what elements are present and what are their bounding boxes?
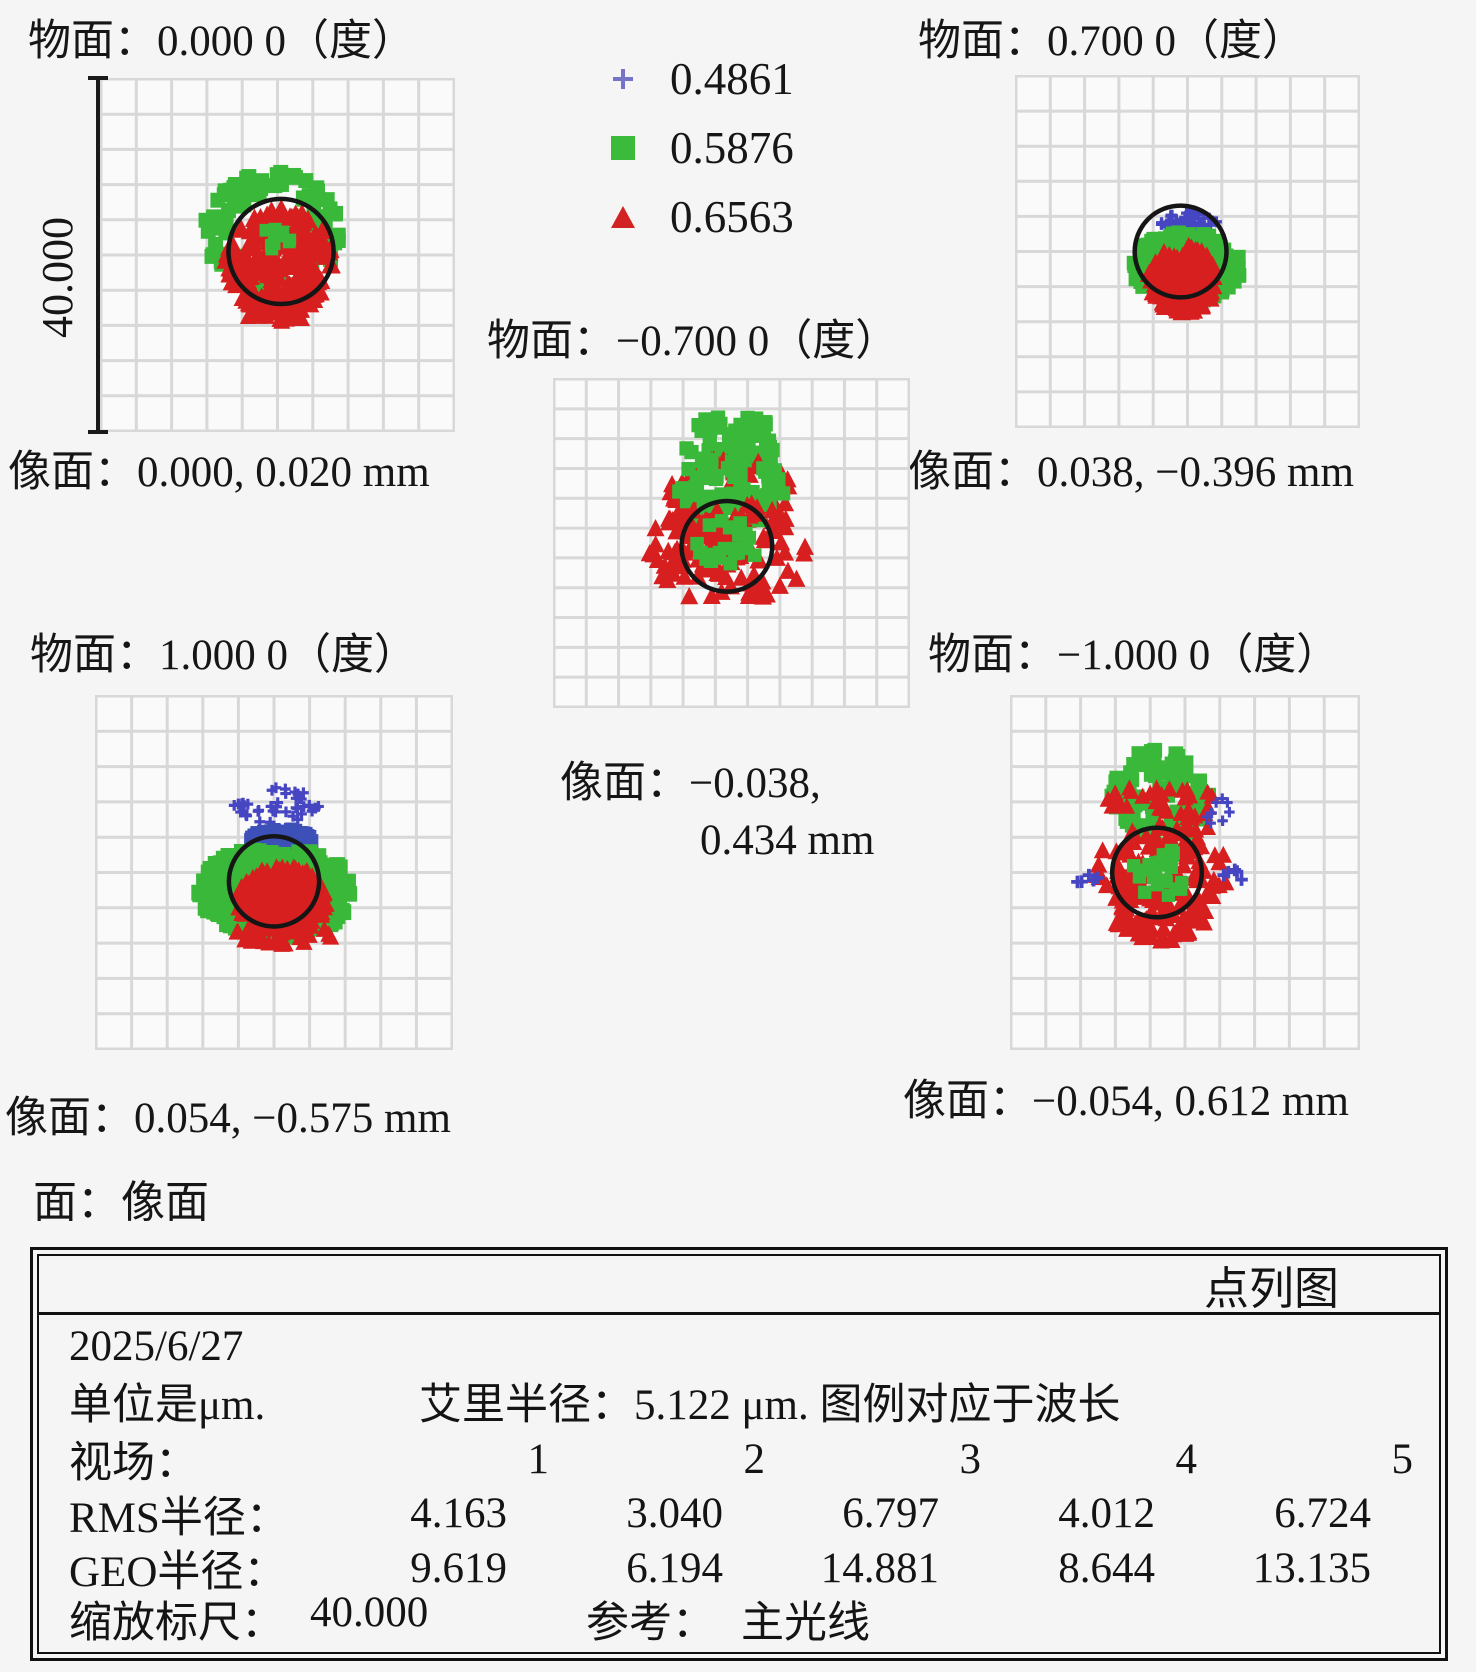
object-angle-label-field2: 物面：0.700 0（度） [918,18,1305,65]
field-number: 5 [1391,1435,1414,1483]
date-row: 2025/6/27 [69,1319,1431,1373]
surface-label: 面：像面 [33,1178,209,1227]
field-number: 4 [1175,1435,1198,1483]
spot-plot-field3 [553,378,910,708]
date-value: 2025/6/27 [69,1322,244,1370]
spot-plot-field1 [100,78,455,432]
legend-wavelength-value: 0.4861 [670,53,794,104]
spot-grid-field5 [1010,695,1360,1050]
wavelength-triangle-icon [608,204,638,230]
spot-plot-field5 [1010,695,1360,1050]
units-row: 单位是μm. 艾里半径：5.122 μm. 图例对应于波长 [69,1374,1431,1429]
fields-row: 视场： 1 2 3 4 5 [69,1428,1431,1488]
geo-value: 6.194 [626,1544,723,1592]
airy-radius-label: 艾里半径：5.122 μm. 图例对应于波长 [419,1381,1121,1429]
summary-table-inner: 点列图 2025/6/27 单位是μm. 艾里半径：5.122 μm. 图例对应… [37,1254,1441,1654]
legend-wavelength-value: 0.5876 [670,122,794,173]
image-coord-label-field4: 像面：0.054, −0.575 mm [5,1095,451,1142]
summary-table: 点列图 2025/6/27 单位是μm. 艾里半径：5.122 μm. 图例对应… [30,1247,1448,1661]
image-coord-label-field1: 像面：0.000, 0.020 mm [8,449,430,496]
scale-bar-label: 40.000 [33,217,82,338]
object-angle-label-field3: 物面：−0.700 0（度） [487,318,899,365]
rms-row: RMS半径： 4.163 3.040 6.797 4.012 6.724 [69,1483,1431,1542]
rms-row-label: RMS半径： [69,1494,289,1542]
geo-value: 9.619 [410,1544,507,1592]
object-angle-label-field5: 物面：−1.000 0（度） [928,632,1340,679]
field-row-label: 视场： [69,1440,198,1488]
rms-value: 3.040 [626,1490,723,1538]
geo-row: GEO半径： 9.619 6.194 14.881 8.644 13.135 [69,1537,1431,1597]
scale-group: 缩放标尺： 40.000 [69,1588,586,1650]
units-label: 单位是μm. [69,1381,266,1429]
image-coord-label-field3-line2: 0.434 mm [700,817,875,864]
rms-value: 6.724 [1274,1490,1371,1538]
wavelength-square-icon [608,135,638,161]
reference-label: 参考： [586,1599,715,1647]
spacer [284,1588,310,1650]
geo-value: 8.644 [1058,1544,1155,1592]
image-coord-label-field2: 像面：0.038, −0.396 mm [908,449,1354,496]
spot-grid-field4 [95,695,453,1050]
geo-value: 14.881 [820,1544,939,1592]
scale-bar-line [96,76,100,434]
legend-item: 0.6563 [608,182,794,251]
geo-value: 13.135 [1252,1544,1371,1592]
wavelength-cross-icon [608,67,638,91]
scale-bar [88,76,108,434]
image-coord-label-field3-line1: 像面：−0.038, [560,760,821,807]
reference-value: 主光线 [741,1599,870,1647]
scale-value: 40.000 [310,1588,429,1636]
wavelength-legend: 0.4861 0.5876 0.6563 [608,44,794,251]
legend-wavelength-value: 0.6563 [670,191,794,242]
legend-item: 0.5876 [608,113,794,182]
table-body: 2025/6/27 单位是μm. 艾里半径：5.122 μm. 图例对应于波长 … [39,1315,1439,1652]
table-title: 点列图 [39,1256,1439,1315]
scale-bar-bottom-cap [88,430,108,434]
spot-plot-field4 [95,695,453,1050]
spot-plot-field2 [1015,75,1360,428]
rms-value: 4.012 [1058,1490,1155,1538]
field-number: 2 [743,1435,766,1483]
object-angle-label-field4: 物面：1.000 0（度） [30,632,417,679]
scale-label: 缩放标尺： [69,1599,284,1647]
rms-value: 6.797 [842,1490,939,1538]
field-number: 3 [959,1435,982,1483]
field-number: 1 [527,1435,550,1483]
spot-grid-field2 [1015,75,1360,428]
scale-row: 缩放标尺： 40.000 参考： 主光线 [69,1589,1431,1647]
spot-grid-field3 [553,378,910,708]
object-angle-label-field1: 物面：0.000 0（度） [28,18,415,65]
spot-grid-field1 [100,78,455,432]
geo-row-label: GEO半径： [69,1549,287,1597]
rms-value: 4.163 [410,1490,507,1538]
image-coord-label-field5: 像面：−0.054, 0.612 mm [903,1078,1349,1125]
legend-item: 0.4861 [608,44,794,113]
